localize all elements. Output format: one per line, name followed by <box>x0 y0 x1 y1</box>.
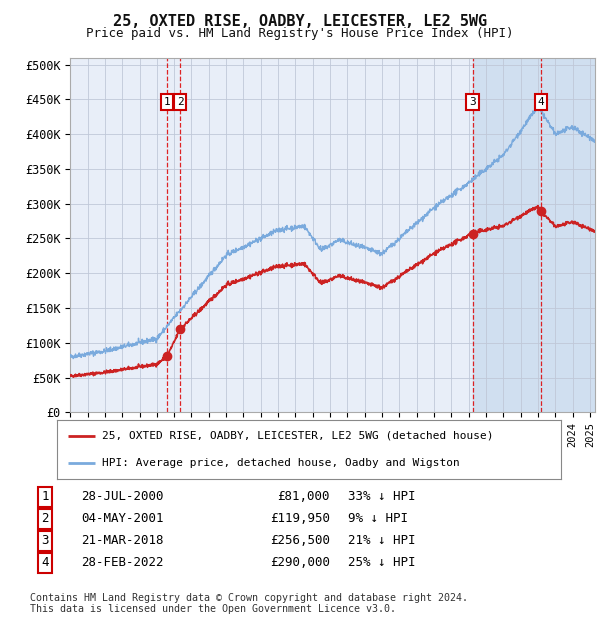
Text: £119,950: £119,950 <box>270 513 330 526</box>
Text: 9% ↓ HPI: 9% ↓ HPI <box>348 513 408 526</box>
Text: 2: 2 <box>176 97 184 107</box>
Text: 3: 3 <box>41 534 49 547</box>
Text: 04-MAY-2001: 04-MAY-2001 <box>81 513 163 526</box>
Text: £290,000: £290,000 <box>270 557 330 570</box>
Text: Price paid vs. HM Land Registry's House Price Index (HPI): Price paid vs. HM Land Registry's House … <box>86 27 514 40</box>
Text: HPI: Average price, detached house, Oadby and Wigston: HPI: Average price, detached house, Oadb… <box>103 458 460 467</box>
Text: 28-FEB-2022: 28-FEB-2022 <box>81 557 163 570</box>
Bar <box>473 58 600 412</box>
Text: 25, OXTED RISE, OADBY, LEICESTER, LE2 5WG (detached house): 25, OXTED RISE, OADBY, LEICESTER, LE2 5W… <box>103 431 494 441</box>
Text: 1: 1 <box>41 490 49 503</box>
Text: 4: 4 <box>41 557 49 570</box>
Text: 21% ↓ HPI: 21% ↓ HPI <box>348 534 415 547</box>
Text: This data is licensed under the Open Government Licence v3.0.: This data is licensed under the Open Gov… <box>30 604 396 614</box>
Text: 3: 3 <box>469 97 476 107</box>
Text: £81,000: £81,000 <box>277 490 330 503</box>
Text: 33% ↓ HPI: 33% ↓ HPI <box>348 490 415 503</box>
Text: 2: 2 <box>41 513 49 526</box>
Text: Contains HM Land Registry data © Crown copyright and database right 2024.: Contains HM Land Registry data © Crown c… <box>30 593 468 603</box>
Text: 4: 4 <box>538 97 544 107</box>
Text: 25, OXTED RISE, OADBY, LEICESTER, LE2 5WG: 25, OXTED RISE, OADBY, LEICESTER, LE2 5W… <box>113 14 487 29</box>
Text: 1: 1 <box>163 97 170 107</box>
Text: £256,500: £256,500 <box>270 534 330 547</box>
Text: 21-MAR-2018: 21-MAR-2018 <box>81 534 163 547</box>
Text: 28-JUL-2000: 28-JUL-2000 <box>81 490 163 503</box>
Text: 25% ↓ HPI: 25% ↓ HPI <box>348 557 415 570</box>
